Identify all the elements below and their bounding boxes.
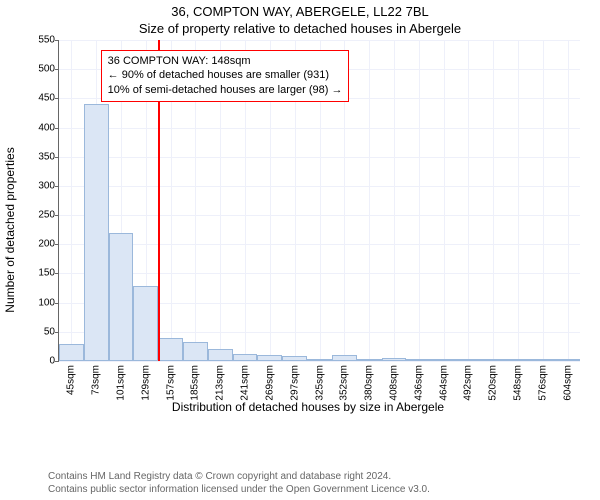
page-subtitle: Size of property relative to detached ho… — [0, 19, 600, 36]
xtick-label: 492sqm — [463, 365, 474, 401]
histogram-bar — [481, 359, 506, 361]
ytick-mark — [55, 361, 59, 362]
xtick-label: 241sqm — [240, 365, 251, 401]
histogram-bar — [506, 359, 531, 361]
histogram-bar — [307, 359, 332, 361]
ytick-label: 100 — [38, 297, 55, 308]
histogram-bar — [133, 286, 158, 361]
ytick-label: 400 — [38, 122, 55, 133]
histogram-bar — [282, 356, 307, 361]
histogram-bar — [257, 355, 282, 361]
page-title: 36, COMPTON WAY, ABERGELE, LL22 7BL — [0, 0, 600, 19]
xtick-label: 73sqm — [91, 365, 102, 395]
gridline-h — [59, 361, 580, 362]
xtick-label: 129sqm — [140, 365, 151, 401]
xtick-label: 269sqm — [264, 365, 275, 401]
xtick-label: 352sqm — [339, 365, 350, 401]
ytick-mark — [55, 273, 59, 274]
ytick-label: 450 — [38, 93, 55, 104]
ytick-mark — [55, 69, 59, 70]
plot-area: 05010015020025030035040045050055045sqm73… — [58, 40, 580, 362]
ytick-label: 500 — [38, 64, 55, 75]
histogram-bar — [406, 359, 431, 361]
xtick-label: 576sqm — [537, 365, 548, 401]
xtick-label: 185sqm — [190, 365, 201, 401]
annotation-box: 36 COMPTON WAY: 148sqm← 90% of detached … — [101, 50, 350, 103]
xtick-label: 101sqm — [116, 365, 127, 401]
histogram-bar — [382, 358, 407, 362]
annotation-line: 36 COMPTON WAY: 148sqm — [108, 54, 343, 69]
gridline-v — [493, 40, 494, 361]
ytick-mark — [55, 215, 59, 216]
ytick-label: 550 — [38, 35, 55, 46]
xtick-label: 213sqm — [215, 365, 226, 401]
gridline-v — [518, 40, 519, 361]
annotation-line: 10% of semi-detached houses are larger (… — [108, 83, 343, 98]
histogram-bar — [183, 342, 208, 361]
histogram-bar — [208, 349, 233, 361]
xtick-label: 520sqm — [488, 365, 499, 401]
footer-attribution: Contains HM Land Registry data © Crown c… — [48, 470, 430, 496]
gridline-v — [543, 40, 544, 361]
histogram-bar — [530, 359, 555, 361]
ytick-label: 350 — [38, 151, 55, 162]
chart-container: Number of detached properties 0501001502… — [28, 40, 588, 420]
xtick-label: 325sqm — [314, 365, 325, 401]
gridline-v — [568, 40, 569, 361]
histogram-bar — [158, 338, 183, 361]
footer-line2: Contains public sector information licen… — [48, 483, 430, 496]
gridline-v — [71, 40, 72, 361]
xtick-label: 297sqm — [289, 365, 300, 401]
gridline-v — [369, 40, 370, 361]
gridline-v — [419, 40, 420, 361]
ytick-mark — [55, 98, 59, 99]
footer-line1: Contains HM Land Registry data © Crown c… — [48, 470, 430, 483]
xtick-label: 604sqm — [562, 365, 573, 401]
xtick-label: 408sqm — [388, 365, 399, 401]
histogram-bar — [109, 233, 134, 361]
ytick-mark — [55, 128, 59, 129]
ytick-label: 200 — [38, 239, 55, 250]
histogram-bar — [456, 359, 481, 361]
ytick-label: 250 — [38, 210, 55, 221]
histogram-bar — [332, 355, 357, 361]
ytick-label: 300 — [38, 180, 55, 191]
ytick-mark — [55, 186, 59, 187]
histogram-bar — [555, 359, 580, 361]
gridline-v — [444, 40, 445, 361]
x-axis-label: Distribution of detached houses by size … — [28, 400, 588, 414]
xtick-label: 380sqm — [364, 365, 375, 401]
ytick-label: 50 — [44, 326, 55, 337]
xtick-label: 548sqm — [512, 365, 523, 401]
ytick-mark — [55, 303, 59, 304]
ytick-mark — [55, 40, 59, 41]
xtick-label: 45sqm — [66, 365, 77, 395]
histogram-bar — [233, 354, 258, 361]
histogram-bar — [357, 359, 382, 361]
ytick-label: 150 — [38, 268, 55, 279]
gridline-v — [394, 40, 395, 361]
histogram-bar — [59, 344, 84, 362]
xtick-label: 157sqm — [165, 365, 176, 401]
gridline-v — [468, 40, 469, 361]
ytick-mark — [55, 157, 59, 158]
histogram-bar — [84, 104, 109, 361]
xtick-label: 436sqm — [413, 365, 424, 401]
ytick-mark — [55, 332, 59, 333]
xtick-label: 464sqm — [438, 365, 449, 401]
ytick-label: 0 — [49, 356, 55, 367]
y-axis-label: Number of detached properties — [3, 147, 17, 312]
annotation-line: ← 90% of detached houses are smaller (93… — [108, 68, 343, 83]
histogram-bar — [431, 359, 456, 361]
ytick-mark — [55, 244, 59, 245]
